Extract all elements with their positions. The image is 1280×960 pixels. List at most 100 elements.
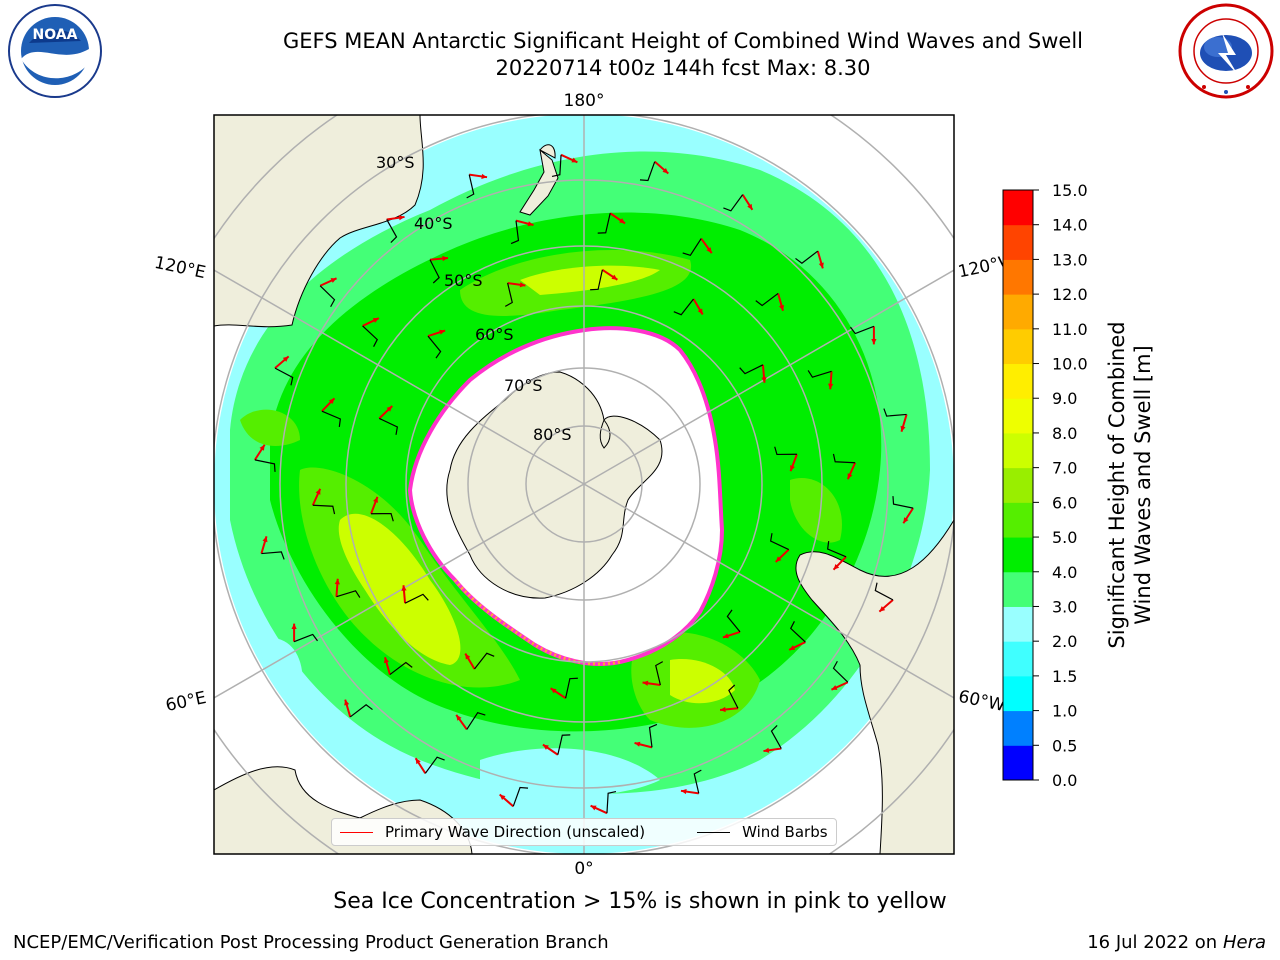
wind-barb <box>874 582 894 601</box>
wave-arrow-head <box>779 304 785 311</box>
colorbar-tick-label: 15.0 <box>1052 181 1088 200</box>
colorbar-swatch <box>1003 398 1033 434</box>
wind-barb <box>404 593 429 604</box>
legend-line-black <box>697 831 731 833</box>
footer-date: 16 Jul 2022 on Hera <box>1087 932 1266 953</box>
wind-barb <box>254 459 276 472</box>
wave-arrow-head <box>761 377 767 383</box>
footer-host: Hera <box>1222 932 1266 953</box>
colorbar-swatch <box>1003 641 1033 677</box>
colorbar-tick-label: 7.0 <box>1052 459 1077 478</box>
wind-barb <box>590 269 603 291</box>
graticule <box>214 115 954 854</box>
wind-barb <box>655 661 664 686</box>
colorbar-tick-label: 0.0 <box>1052 771 1077 790</box>
australia-landmass <box>214 115 424 328</box>
wave-arrow-head <box>680 789 687 795</box>
wave-arrow-head <box>662 167 669 174</box>
wind-barb <box>770 725 782 749</box>
colorbar-swatch <box>1003 675 1033 712</box>
wave-arrow-head <box>831 685 838 690</box>
wave-arrow-head <box>334 578 340 585</box>
legend-label-primary-wave: Primary Wave Direction (unscaled) <box>385 823 646 841</box>
wind-barb <box>466 711 486 730</box>
wave-arrow-head <box>398 215 405 221</box>
wave-arrow-head <box>519 282 526 288</box>
wave-arrow-head <box>697 308 703 315</box>
colorbar-tick-label: 2.0 <box>1052 632 1077 651</box>
lon-label-60e: 60°E <box>164 688 208 716</box>
wave-arrow-head <box>550 688 557 694</box>
colorbar-swatch <box>1003 294 1033 330</box>
wind-barb <box>378 417 399 435</box>
colorbar-tick-label: 14.0 <box>1052 216 1088 235</box>
wave-arrow-head <box>747 203 753 210</box>
wave-arrows <box>254 153 914 815</box>
wind-barb <box>739 364 764 375</box>
wave-arrow-head <box>481 173 488 179</box>
wind-barb <box>321 410 341 428</box>
wind-barb <box>429 259 440 284</box>
wind-barb <box>336 590 361 598</box>
wave-arrow-head <box>259 444 265 451</box>
colorbar-tick-label: 6.0 <box>1052 493 1077 512</box>
chart-title-line2: 20220714 t00z 144h fcst Max: 8.30 <box>495 56 871 80</box>
noaa-text: NOAA <box>33 27 78 43</box>
wave-arrow-head <box>372 318 379 323</box>
wind-barb <box>795 250 819 265</box>
colorbar-tick-label: 1.5 <box>1052 667 1077 686</box>
wave-arrow-head <box>499 794 506 801</box>
wave-arrow-head <box>847 473 853 480</box>
colorbar-swatch <box>1003 606 1033 642</box>
wave-arrow-head <box>465 653 471 660</box>
map-area <box>214 115 954 854</box>
wind-barb <box>504 282 513 307</box>
nws-logo <box>1178 3 1274 99</box>
colorbar: 0.0 0.5 1.0 1.5 2.0 3.0 4.0 5.0 6.0 7.0 8.0 9.0 10.0… <box>1002 181 1088 790</box>
colorbar-tick-label: 1.0 <box>1052 702 1077 721</box>
wind-barb <box>551 154 562 178</box>
colorbar-swatch <box>1003 224 1033 260</box>
colorbar-label: Significant Height of Combined Wind Wave… <box>1105 321 1155 648</box>
wave-arrow-head <box>415 758 421 765</box>
wind-barb <box>693 769 702 794</box>
lat-label-40s: 40°S <box>414 214 453 233</box>
wave-arrow-head <box>619 218 626 224</box>
colorbar-tick-label: 5.0 <box>1052 528 1077 547</box>
wave-arrow-head <box>789 645 796 650</box>
wave-arrow-head <box>722 633 729 639</box>
colorbar-swatch <box>1003 537 1033 573</box>
wave-arrow-head <box>720 706 726 713</box>
latitude-labels: 30°S 40°S 50°S 60°S 70°S 80°S <box>376 153 572 444</box>
colorbar-tick-label: 13.0 <box>1052 250 1088 269</box>
wind-barb <box>755 292 779 307</box>
wave-arrow-head <box>818 262 824 269</box>
lon-label-180: 180° <box>564 91 605 111</box>
south-america-landmass <box>795 519 954 854</box>
wind-barb <box>424 756 445 774</box>
wind-barb <box>371 512 394 522</box>
wind-barb <box>427 335 442 359</box>
wind-barb <box>682 238 702 257</box>
legend-item-wind-barbs: Wind Barbs <box>689 823 828 841</box>
colorbar-label-line2: Wind Waves and Swell [m] <box>1131 345 1155 625</box>
sea-ice-caption: Sea Ice Concentration > 15% is shown in … <box>333 889 947 914</box>
legend-label-wind-barbs: Wind Barbs <box>742 823 828 841</box>
lat-label-30s: 30°S <box>376 153 415 172</box>
wave-arrow-head <box>386 406 393 412</box>
colorbar-swatch <box>1003 467 1033 503</box>
wave-arrow-head <box>790 465 795 472</box>
wind-barb <box>726 609 741 633</box>
lat-label-50s: 50°S <box>444 271 483 290</box>
legend-line-red <box>340 831 373 833</box>
wind-barb <box>319 285 336 308</box>
wave-arrow-head <box>763 747 770 753</box>
wind-barb <box>789 621 806 643</box>
wave-arrow-head <box>383 657 389 664</box>
colorbar-swatch <box>1003 328 1033 365</box>
wind-barb <box>728 684 739 709</box>
colorbar-swatch <box>1003 363 1033 399</box>
lon-label-60w: 60°W <box>957 687 1007 716</box>
wind-barb <box>274 367 294 386</box>
wind-barb <box>466 174 475 199</box>
